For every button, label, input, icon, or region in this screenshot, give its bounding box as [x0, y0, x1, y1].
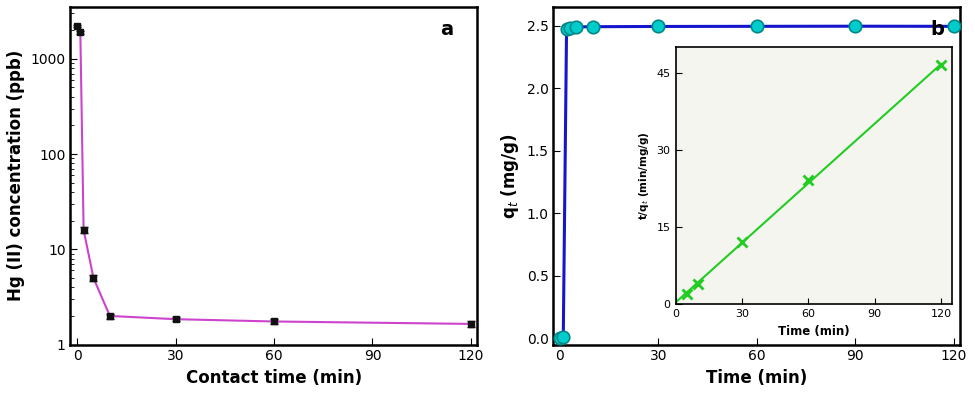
- Y-axis label: Hg (II) concentration (ppb): Hg (II) concentration (ppb): [7, 50, 25, 301]
- X-axis label: Contact time (min): Contact time (min): [186, 369, 362, 387]
- Y-axis label: q$_t$ (mg/g): q$_t$ (mg/g): [499, 133, 521, 219]
- Text: a: a: [440, 20, 453, 39]
- X-axis label: Time (min): Time (min): [706, 369, 807, 387]
- Text: b: b: [930, 20, 944, 39]
